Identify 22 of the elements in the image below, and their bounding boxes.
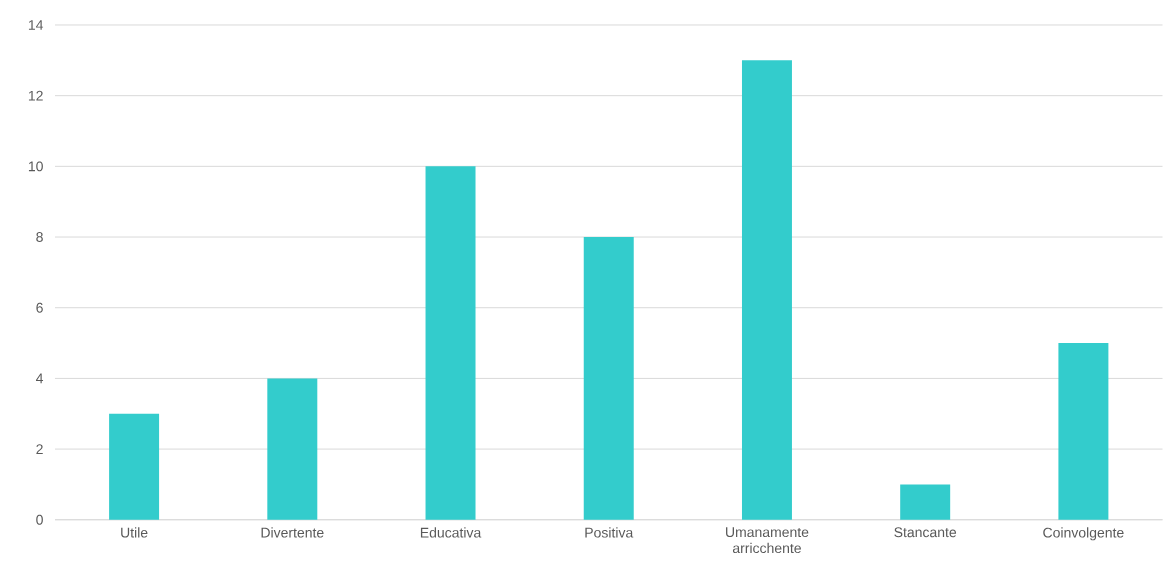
bar [741,60,792,520]
y-tick-label: 10 [28,161,43,172]
x-tick-label: Positiva [585,527,634,538]
bar [900,484,951,520]
y-tick-label: 2 [36,444,43,455]
bar [1058,343,1109,520]
y-tick-label: 6 [36,302,43,313]
x-tick-label: Divertente [261,527,324,538]
bar [109,413,160,520]
y-tick-label: 8 [36,232,43,243]
y-tick-label: 12 [28,90,43,101]
bar [425,166,476,520]
x-tick-label: Stancante [894,527,957,538]
y-tick-label: 0 [36,514,43,525]
bar [267,378,318,520]
x-tick-label: Coinvolgente [1043,527,1124,541]
y-tick-label: 14 [28,20,44,30]
y-tick-label: 4 [35,373,44,384]
x-tick-label: Utile [121,527,148,538]
x-tick-label: Umanamente arricchente [726,527,809,554]
x-tick-label: Educativa [420,527,482,538]
bar [583,237,634,520]
